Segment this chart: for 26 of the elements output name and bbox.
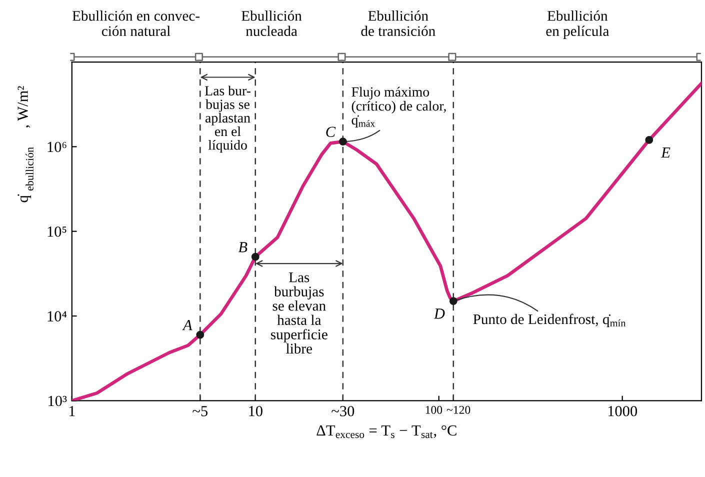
annotation: E [660,148,670,158]
text: Ebullición nucleada [242,10,302,36]
x-tick-label: ~30 [332,406,354,416]
annotation: Las bur- bujas se aplastan en el líquido [204,86,250,153]
y-tick-label: 10³ [48,396,67,406]
x-tick-label: ~120 [446,406,470,414]
text: q̇ebullición, W/m² [18,86,34,202]
annotation: A [182,320,192,330]
annotation: C [326,126,336,138]
x-tick-label: 1 [69,406,75,416]
annotation: Flujo máximo (crítico) de calor, q̇$_{máx}$ [352,86,446,128]
annotation: B [238,242,248,252]
annotation: Las burbujas se elevan hasta la superficie libre [271,272,328,354]
text: Ebullición de transición [361,10,436,36]
y-tick-label: 10⁴ [48,311,67,322]
annotation: D [434,308,445,319]
x-tick-label: ~5 [192,406,208,416]
x-tick-label: 1000 [608,406,638,416]
x-tick-label: 100 [426,406,442,414]
y-tick-label: 10⁵ [48,226,66,237]
text: Ebullición en convec- ción natural [72,10,200,36]
annotation: Punto de Leidenfrost, q̇$_{mín}$ [473,314,626,328]
x-tick-label: 10 [249,406,262,416]
y-tick-label: 10⁶ [48,142,66,152]
x-axis-title: ΔT$_{exceso}$ = T$_{s}$ − T$_{sat}$, °C [316,425,456,438]
text: Ebullición en película [546,10,610,40]
